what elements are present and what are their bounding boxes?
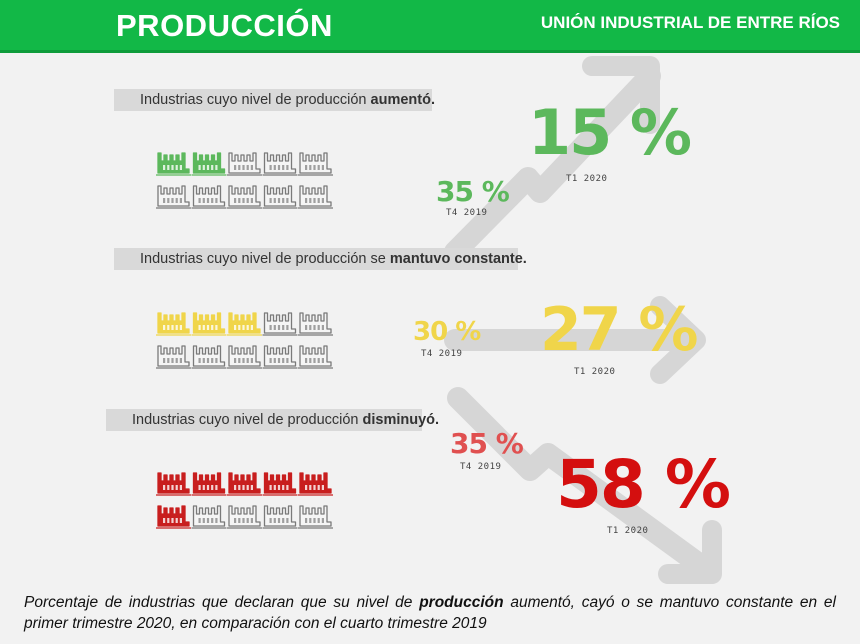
previous-value-decreased: 35 % (450, 427, 524, 460)
factory-icon (191, 312, 227, 336)
caption-text-end: aumentó, cayó o se mantuvo constante en … (24, 594, 836, 632)
factory-icon (156, 185, 191, 209)
factory-icon (262, 152, 298, 176)
row-label-constant: Industrias cuyo nivel de producción se m… (114, 248, 527, 270)
factory-icon (298, 312, 333, 336)
previous-value-constant: 30 % (413, 317, 481, 347)
factory-icon (156, 312, 191, 336)
current-value-decreased: 58 % (556, 446, 731, 523)
factory-icon (227, 152, 262, 176)
factory-icon (191, 505, 227, 529)
organization-name: UNIÓN INDUSTRIAL DE ENTRE RÍOS (540, 13, 840, 32)
factory-icon (262, 345, 298, 369)
label-text: Industrias cuyo nivel de producción (132, 412, 359, 428)
label-strong: aumentó. (370, 92, 435, 108)
row-label-increased: Industrias cuyo nivel de producción aume… (114, 89, 435, 111)
factory-icon (262, 185, 298, 209)
arrow-right-icon (444, 296, 706, 384)
factory-icon (262, 312, 298, 336)
factory-icon (227, 472, 262, 496)
header-bar: PRODUCCIÓN UNIÓN INDUSTRIAL DE ENTRE RÍO… (0, 0, 860, 53)
factory-icons (156, 152, 333, 529)
factory-icon (156, 152, 191, 176)
factory-icon (227, 185, 262, 209)
arrow-down-icon (447, 387, 722, 584)
current-period-decreased: T1 2020 (607, 526, 649, 536)
previous-period-decreased: T4 2019 (460, 462, 502, 472)
previous-period-increased: T4 2019 (446, 208, 488, 218)
factory-icon (191, 472, 227, 496)
factory-icon (262, 505, 298, 529)
factory-icon (262, 472, 298, 496)
factory-icon (191, 345, 227, 369)
factory-icon (227, 312, 262, 336)
factory-icon (298, 345, 333, 369)
current-period-increased: T1 2020 (566, 174, 608, 184)
row-label-decreased: Industrias cuyo nivel de producción dism… (106, 409, 439, 431)
label-text: Industrias cuyo nivel de producción (140, 92, 367, 108)
label-text: Industrias cuyo nivel de producción se (140, 251, 386, 267)
factory-icon (298, 472, 333, 496)
caption-strong: producción (419, 594, 504, 611)
caption-text: Porcentaje de industrias que declaran qu… (24, 594, 413, 611)
label-strong: disminuyó. (362, 412, 440, 428)
factory-icon (227, 345, 262, 369)
factory-icon (156, 505, 191, 529)
chart-caption: Porcentaje de industrias que declaran qu… (24, 592, 836, 634)
factory-icon (191, 185, 227, 209)
factory-icon (156, 345, 191, 369)
current-value-constant: 27 % (540, 295, 699, 365)
page-title: PRODUCCIÓN (116, 8, 333, 43)
arrow-up-icon (444, 56, 661, 263)
factory-icon (298, 505, 333, 529)
label-strong: mantuvo constante. (389, 251, 527, 267)
current-value-increased: 15 % (528, 96, 692, 169)
factory-icon (191, 152, 227, 176)
factory-icon (156, 472, 191, 496)
current-period-constant: T1 2020 (574, 367, 616, 377)
factory-icon (298, 152, 333, 176)
previous-period-constant: T4 2019 (421, 349, 463, 359)
factory-icon (227, 505, 262, 529)
previous-value-increased: 35 % (436, 175, 510, 208)
factory-icon (298, 185, 333, 209)
